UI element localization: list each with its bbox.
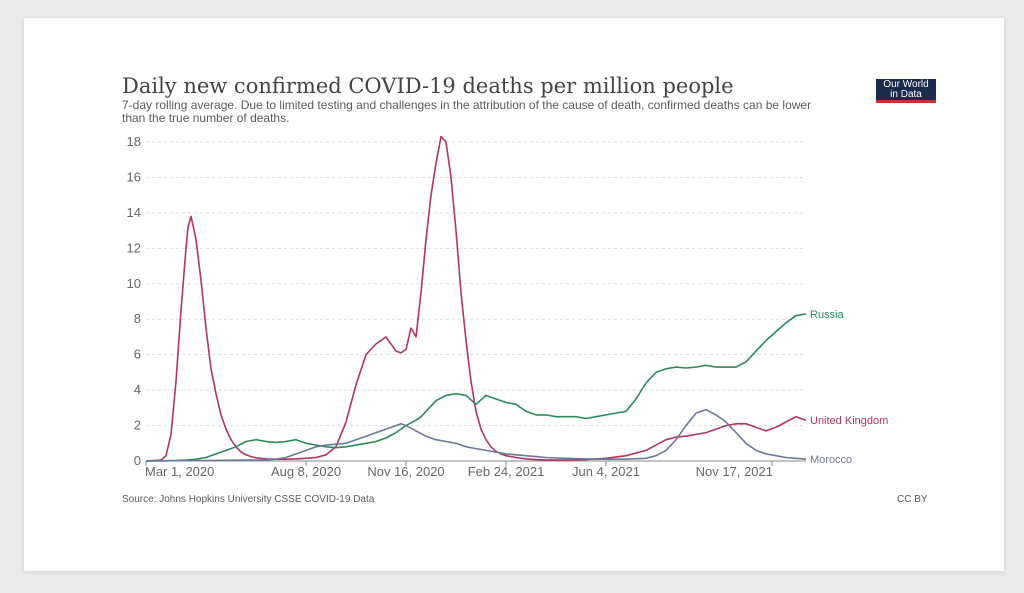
logo-line-2: in Data	[890, 89, 922, 100]
series-line-united-kingdom[interactable]	[145, 135, 807, 462]
y-tick-label: 8	[134, 311, 141, 326]
y-tick-label: 18	[127, 134, 141, 149]
chart-card	[24, 18, 1004, 571]
chart-title: Daily new confirmed COVID-19 deaths per …	[122, 74, 734, 98]
y-tick-label: 14	[127, 205, 141, 220]
logo-line-1: Our World	[883, 79, 929, 90]
x-tick-label: Nov 16, 2020	[367, 464, 444, 479]
source-note: Source: Johns Hopkins University CSSE CO…	[122, 494, 375, 505]
y-tick-label: 16	[127, 169, 141, 184]
y-tick-label: 4	[134, 382, 141, 397]
series-label-morocco[interactable]: Morocco	[810, 454, 852, 466]
x-tick-label: Nov 17, 2021	[696, 464, 773, 479]
x-tick-label: Feb 24, 2021	[468, 464, 545, 479]
x-tick-label: Aug 8, 2020	[271, 464, 341, 479]
chart-subtitle: 7-day rolling average. Due to limited te…	[122, 98, 812, 125]
y-tick-label: 12	[127, 240, 141, 255]
y-tick-label: 2	[134, 418, 141, 433]
license-link[interactable]: CC BY	[897, 494, 928, 505]
series-line-russia[interactable]	[145, 313, 807, 462]
series-label-united-kingdom[interactable]: United Kingdom	[810, 415, 888, 427]
x-tick-label: Jun 4, 2021	[572, 464, 640, 479]
y-tick-label: 0	[134, 453, 141, 468]
y-tick-label: 6	[134, 347, 141, 362]
x-tick-label: Mar 1, 2020	[145, 464, 214, 479]
y-tick-label: 10	[127, 276, 141, 291]
series-label-russia[interactable]: Russia	[810, 309, 845, 321]
series-line-morocco[interactable]	[145, 408, 807, 462]
owid-logo[interactable]: Our World in Data	[876, 79, 936, 103]
